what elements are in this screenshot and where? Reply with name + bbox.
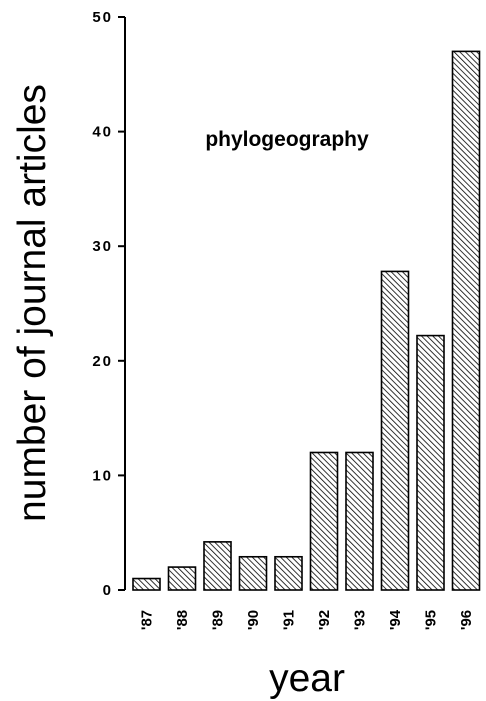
y-axis-title: number of journal articles — [11, 84, 54, 522]
x-tick-label: '90 — [245, 610, 262, 630]
bar-7 — [380, 270, 410, 591]
y-tick-label: 10 — [92, 467, 113, 484]
bar-8 — [416, 334, 445, 591]
bar-5 — [309, 451, 339, 591]
x-tick-label: '94 — [387, 609, 404, 630]
x-tick-label: '91 — [281, 610, 298, 630]
bar-0 — [132, 577, 161, 591]
bar-2 — [203, 541, 232, 591]
x-tick-label: '87 — [139, 610, 156, 630]
chart-title: phylogeography — [205, 128, 369, 151]
bar-1 — [167, 566, 197, 591]
bar-3 — [238, 555, 268, 591]
bar-4 — [274, 555, 303, 591]
x-tick-label: '89 — [210, 610, 227, 630]
y-tick-label: 0 — [103, 582, 113, 599]
y-tick-label: 40 — [92, 124, 113, 141]
x-axis-title: year — [269, 657, 345, 700]
y-tick-label: 30 — [92, 238, 113, 255]
y-tick-label: 20 — [92, 353, 113, 370]
y-tick-label: 50 — [92, 9, 113, 26]
x-ticks: '87 '88 '89 '90 '91 '92 '93 '94 '95 '96 — [139, 609, 476, 630]
x-tick-label: '88 — [174, 610, 191, 630]
x-tick-label: '96 — [458, 610, 475, 630]
x-tick-label: '93 — [352, 610, 369, 630]
bars — [132, 50, 481, 591]
x-tick-label: '92 — [316, 610, 333, 630]
y-ticks: 0 10 20 30 40 50 — [92, 9, 125, 599]
bar-9 — [451, 50, 481, 591]
bar-6 — [345, 451, 374, 591]
x-tick-label: '95 — [423, 610, 440, 630]
